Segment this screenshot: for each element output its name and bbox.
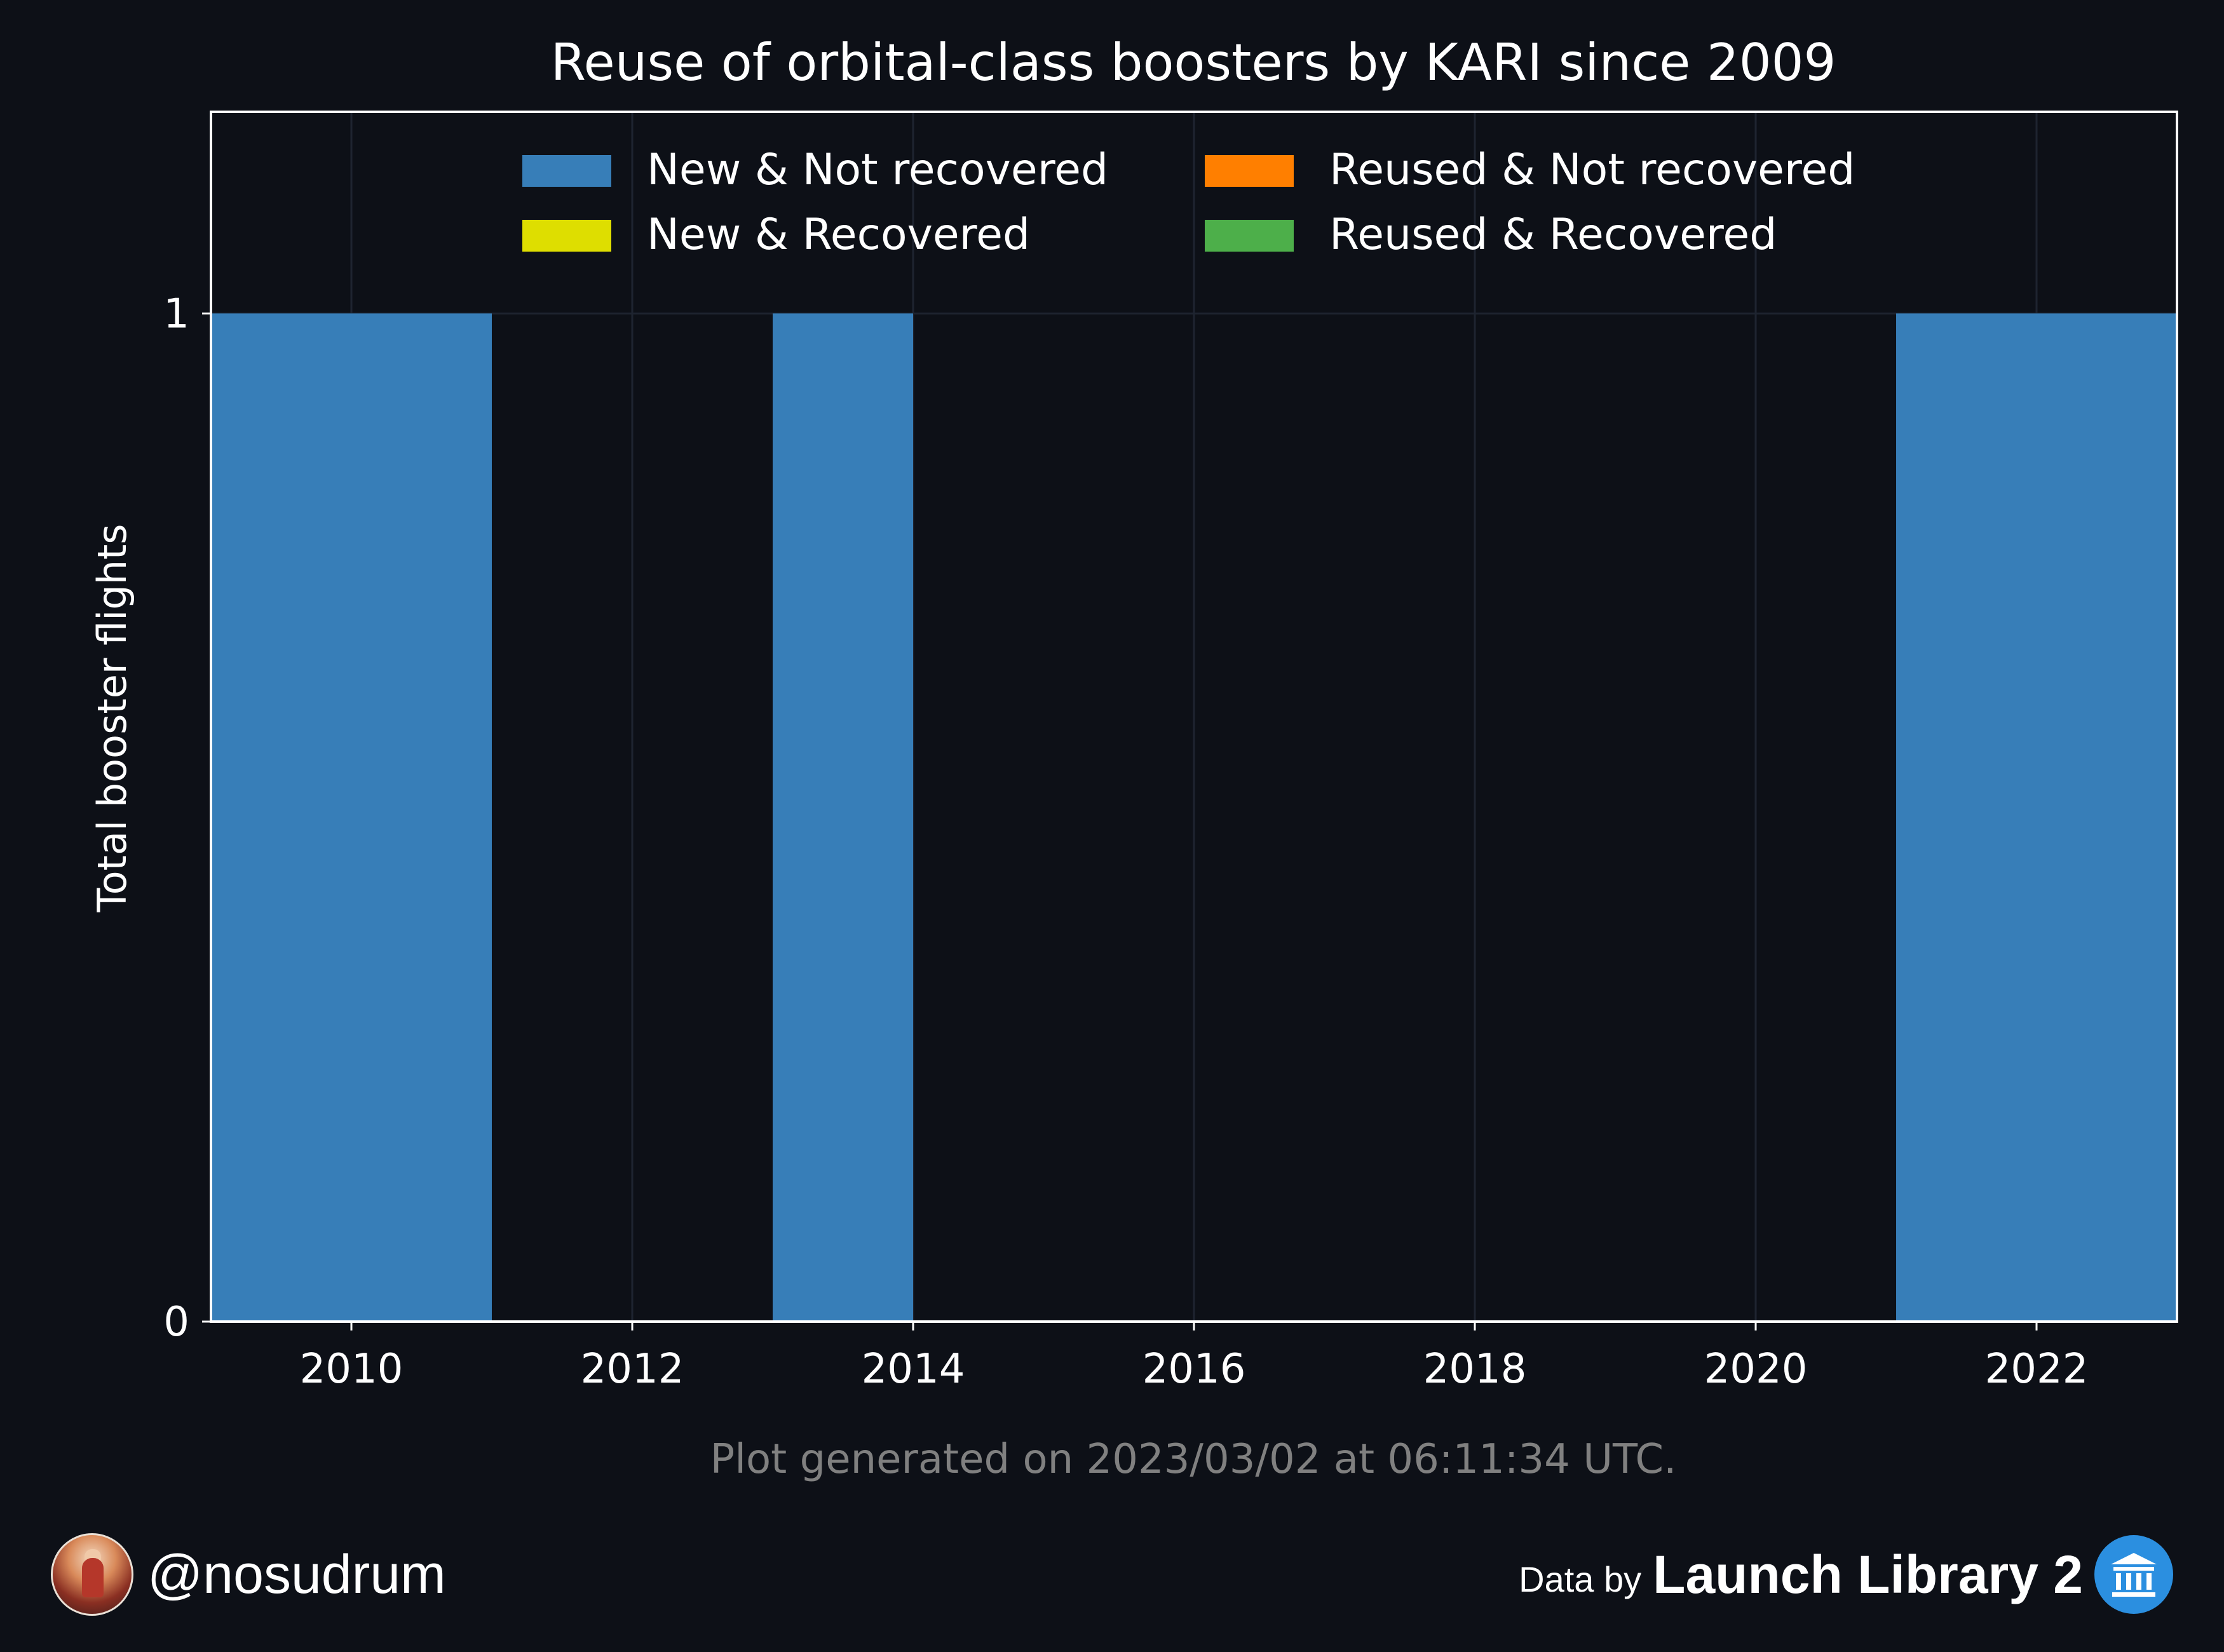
data-source-credit: Data by Launch Library 2 [1519, 1535, 2173, 1614]
legend-swatch [522, 155, 611, 187]
x-tick-label: 2014 [862, 1346, 965, 1393]
legend-entry: New & Recovered [522, 210, 1030, 260]
bar [773, 313, 913, 1322]
grid-lines [211, 112, 2177, 1323]
museum-icon [2094, 1535, 2173, 1614]
generated-text: Plot generated on 2023/03/02 at 06:11:34… [710, 1436, 1677, 1483]
author-credit: @nosudrum [51, 1533, 446, 1616]
chart-title: Reuse of orbital-class boosters by KARI … [551, 33, 1836, 92]
legend-swatch [1205, 155, 1294, 187]
legend-swatch [522, 220, 611, 252]
x-tick-label: 2020 [1704, 1346, 1808, 1393]
legend-swatch [1205, 220, 1294, 252]
legend-entry: New & Not recovered [522, 145, 1108, 195]
legend-label: New & Not recovered [647, 145, 1108, 195]
bar [1896, 313, 2177, 1322]
y-tick-label: 0 [163, 1299, 189, 1346]
author-handle: @nosudrum [147, 1543, 446, 1605]
legend-entry: Reused & Recovered [1205, 210, 1777, 260]
legend: New & Not recovered New & Recovered Reused… [522, 145, 1855, 260]
legend-entry: Reused & Not recovered [1205, 145, 1855, 195]
data-source-name: Launch Library 2 [1653, 1544, 2083, 1604]
legend-label: Reused & Recovered [1329, 210, 1777, 260]
y-tick-label: 1 [163, 290, 189, 337]
data-by-label: Data by [1519, 1559, 1642, 1599]
bars [211, 313, 2177, 1322]
axes: 2010 2012 2014 2016 2018 2020 2022 0 1 [163, 111, 2178, 1393]
x-tick-label: 2012 [581, 1346, 684, 1393]
x-tick-label: 2018 [1423, 1346, 1527, 1393]
legend-label: New & Recovered [647, 210, 1030, 260]
astronaut-avatar-icon [51, 1533, 133, 1616]
legend-label: Reused & Not recovered [1329, 145, 1855, 195]
y-axis-label: Total booster flights [89, 524, 135, 912]
x-tick-label: 2022 [1985, 1346, 2089, 1393]
x-tick-label: 2016 [1143, 1346, 1246, 1393]
bar [211, 313, 492, 1322]
x-tick-label: 2010 [300, 1346, 403, 1393]
